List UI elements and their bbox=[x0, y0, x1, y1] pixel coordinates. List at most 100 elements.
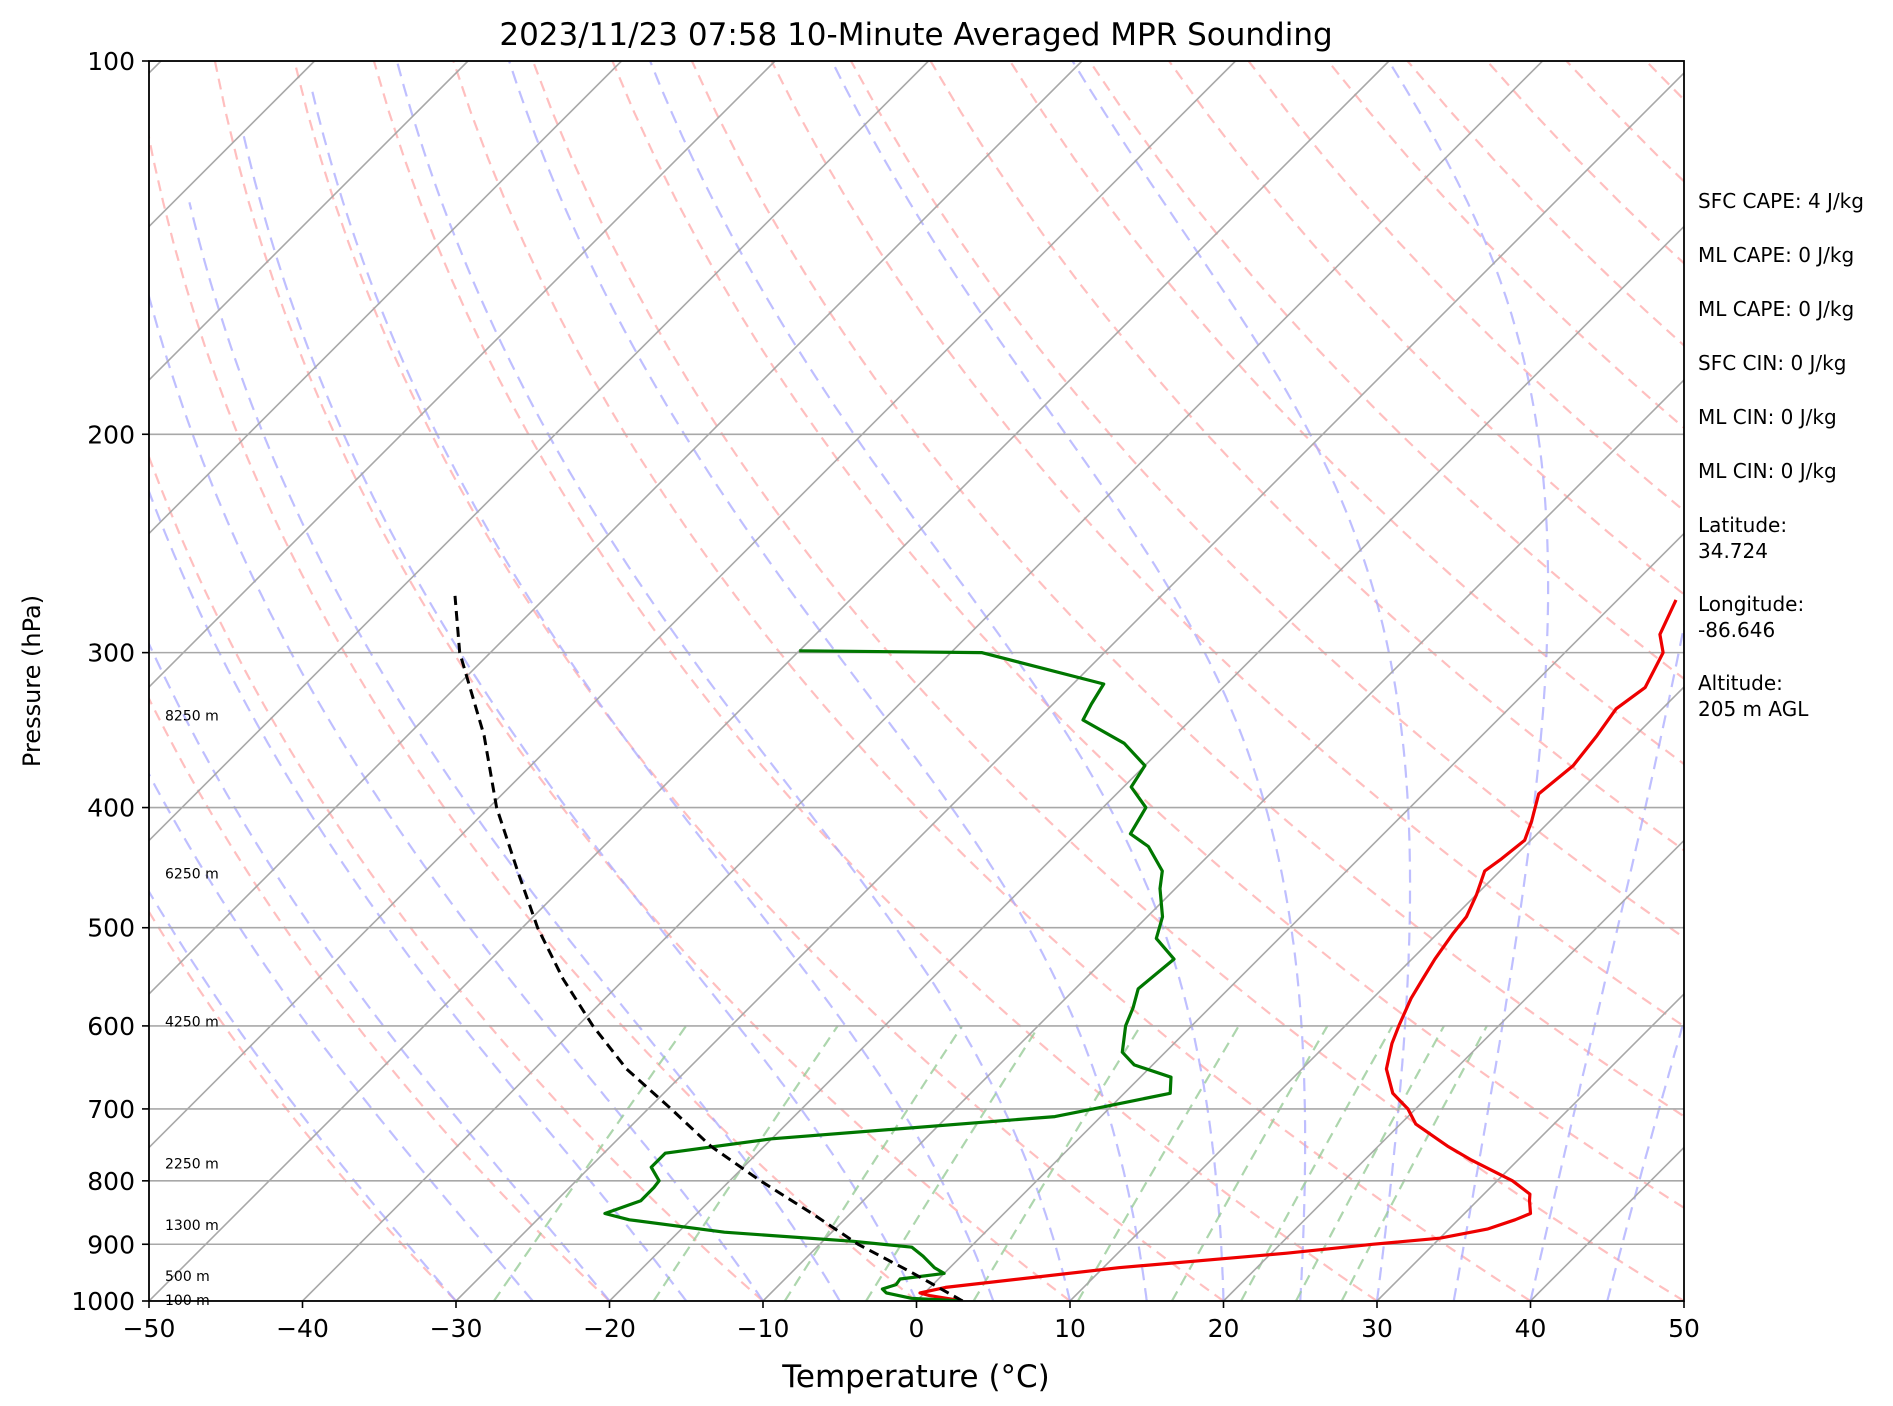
isotherm-line bbox=[1376, 992, 1684, 1301]
parcel-profile bbox=[453, 595, 964, 1301]
mixing-ratio-line bbox=[1076, 1025, 1240, 1301]
isotherm-line bbox=[762, 378, 1684, 1301]
dry-adiabat-line bbox=[929, 61, 1684, 852]
moist-adiabat-line bbox=[1606, 1016, 1684, 1301]
dry-adiabat-line bbox=[149, 696, 611, 1301]
mixing-ratio-line bbox=[865, 1025, 1040, 1301]
x-axis-label: Temperature (°C) bbox=[781, 1359, 1050, 1395]
profile-lines bbox=[453, 595, 1678, 1301]
dry-adiabat-line bbox=[213, 61, 1071, 1301]
moist-adiabat-line bbox=[149, 488, 688, 1301]
mixing-ratio-line bbox=[972, 1025, 1142, 1301]
y-tick-label: 300 bbox=[87, 639, 135, 668]
moist-adiabat-line bbox=[1529, 620, 1684, 1301]
dry-adiabat-line bbox=[149, 909, 457, 1301]
stat-longitude: Longitude: -86.646 bbox=[1698, 592, 1805, 642]
height-label: 6250 m bbox=[165, 866, 219, 882]
isotherm-line bbox=[149, 61, 623, 535]
moist-adiabat-line bbox=[188, 202, 841, 1301]
dry-adiabat-line bbox=[149, 453, 764, 1301]
y-tick-label: 700 bbox=[87, 1095, 135, 1124]
mixing-ratio-line bbox=[783, 1025, 963, 1301]
stat-sfc-cin: SFC CIN: 0 J/kg bbox=[1698, 351, 1847, 375]
y-tick-label: 1000 bbox=[71, 1287, 135, 1316]
moist-adiabat-line bbox=[830, 61, 1307, 1301]
y-axis-label: Pressure (hPa) bbox=[18, 595, 46, 767]
dry-adiabat-line bbox=[850, 61, 1684, 939]
moist-adiabat-line bbox=[1071, 61, 1412, 1301]
isotherm-line bbox=[149, 61, 316, 228]
dry-adiabat-line bbox=[372, 61, 1378, 1301]
height-label: 4250 m bbox=[165, 1014, 219, 1030]
dry-adiabat-line bbox=[452, 61, 1532, 1301]
x-tick-label: 10 bbox=[1054, 1314, 1086, 1343]
y-tick-label: 200 bbox=[87, 420, 135, 449]
mixing-ratio-line bbox=[1340, 1025, 1488, 1301]
x-tick-label: −30 bbox=[430, 1314, 483, 1343]
mixing-ratio-line bbox=[652, 1025, 839, 1301]
isotherm-line bbox=[149, 61, 1237, 1149]
x-tick-label: −20 bbox=[583, 1314, 636, 1343]
isotherm-line bbox=[1222, 839, 1684, 1301]
moist-adiabat-line bbox=[395, 61, 1072, 1301]
x-tick-label: −40 bbox=[276, 1314, 329, 1343]
dry-adiabat-line bbox=[690, 61, 1684, 1118]
height-label: 500 m bbox=[165, 1269, 210, 1285]
stat-altitude: Altitude: 205 m AGL bbox=[1698, 671, 1809, 721]
y-tick-label: 600 bbox=[87, 1012, 135, 1041]
dry-adiabat-line bbox=[611, 61, 1684, 1210]
chart-title: 2023/11/23 07:58 10-Minute Averaged MPR … bbox=[499, 17, 1332, 53]
x-tick-label: 50 bbox=[1668, 1314, 1700, 1343]
stat-latitude: Latitude: 34.724 bbox=[1698, 513, 1788, 563]
height-label: 2250 m bbox=[165, 1157, 219, 1173]
dry-adiabat-line bbox=[1088, 61, 1684, 681]
height-label: 8250 m bbox=[165, 708, 219, 724]
height-label: 1300 m bbox=[165, 1218, 219, 1234]
x-tick-label: 40 bbox=[1515, 1314, 1547, 1343]
x-tick-label: −50 bbox=[123, 1314, 176, 1343]
moist-adiabat-line bbox=[149, 292, 764, 1301]
isotherm-line bbox=[149, 61, 1390, 1301]
plot-frame bbox=[148, 60, 1685, 1302]
stat-ml-cin: ML CIN: 0 J/kg bbox=[1698, 405, 1837, 429]
x-tick-label: 20 bbox=[1208, 1314, 1240, 1343]
moist-adiabat-line bbox=[242, 136, 918, 1301]
mixing-ratio-line bbox=[1170, 1025, 1329, 1301]
dry-adiabat-line bbox=[293, 61, 1225, 1301]
isotherm-line bbox=[149, 61, 930, 842]
y-tick-label: 400 bbox=[87, 794, 135, 823]
stat-sfc-cape: SFC CAPE: 4 J/kg bbox=[1698, 189, 1864, 213]
isotherm-line bbox=[149, 61, 1083, 996]
stat-ml-cin-2: ML CIN: 0 J/kg bbox=[1698, 459, 1837, 483]
dry-adiabat-line bbox=[531, 61, 1684, 1301]
dry-adiabat-line bbox=[1168, 61, 1684, 596]
y-tick-label: 900 bbox=[87, 1230, 135, 1259]
y-tick-label: 500 bbox=[87, 914, 135, 943]
stat-ml-cape-2: ML CAPE: 0 J/kg bbox=[1698, 297, 1855, 321]
moist-adiabat-line bbox=[649, 61, 1225, 1301]
y-tick-label: 100 bbox=[87, 47, 135, 76]
moist-adiabat-line bbox=[149, 771, 534, 1301]
mixing-ratio-line bbox=[492, 1025, 688, 1301]
dry-adiabat-line bbox=[1885, 61, 1893, 1301]
mixing-ratio-line bbox=[1295, 1025, 1445, 1301]
temperature-profile bbox=[918, 599, 1678, 1301]
x-axis: −50 −40 −30 −20 −10 0 10 20 30 40 50 bbox=[123, 1301, 1700, 1343]
isotherm-line bbox=[301, 61, 1544, 1301]
isotherm-line bbox=[1069, 685, 1684, 1301]
isotherm-line bbox=[0, 61, 8, 1301]
isotherm-line bbox=[608, 225, 1684, 1301]
isotherm-line bbox=[915, 532, 1684, 1301]
isotherm-line bbox=[149, 61, 776, 689]
dry-adiabat-line bbox=[770, 61, 1684, 1028]
x-tick-label: −10 bbox=[737, 1314, 790, 1343]
x-tick-label: 30 bbox=[1361, 1314, 1393, 1343]
y-axis: 1000 900 800 700 600 500 400 300 200 100 bbox=[71, 47, 149, 1316]
stat-ml-cape: ML CAPE: 0 J/kg bbox=[1698, 243, 1855, 267]
dewpoint-profile bbox=[603, 649, 1176, 1301]
isobar-grid bbox=[149, 61, 1684, 1301]
moist-adiabat-line bbox=[149, 889, 457, 1301]
x-tick-label: 0 bbox=[909, 1314, 925, 1343]
